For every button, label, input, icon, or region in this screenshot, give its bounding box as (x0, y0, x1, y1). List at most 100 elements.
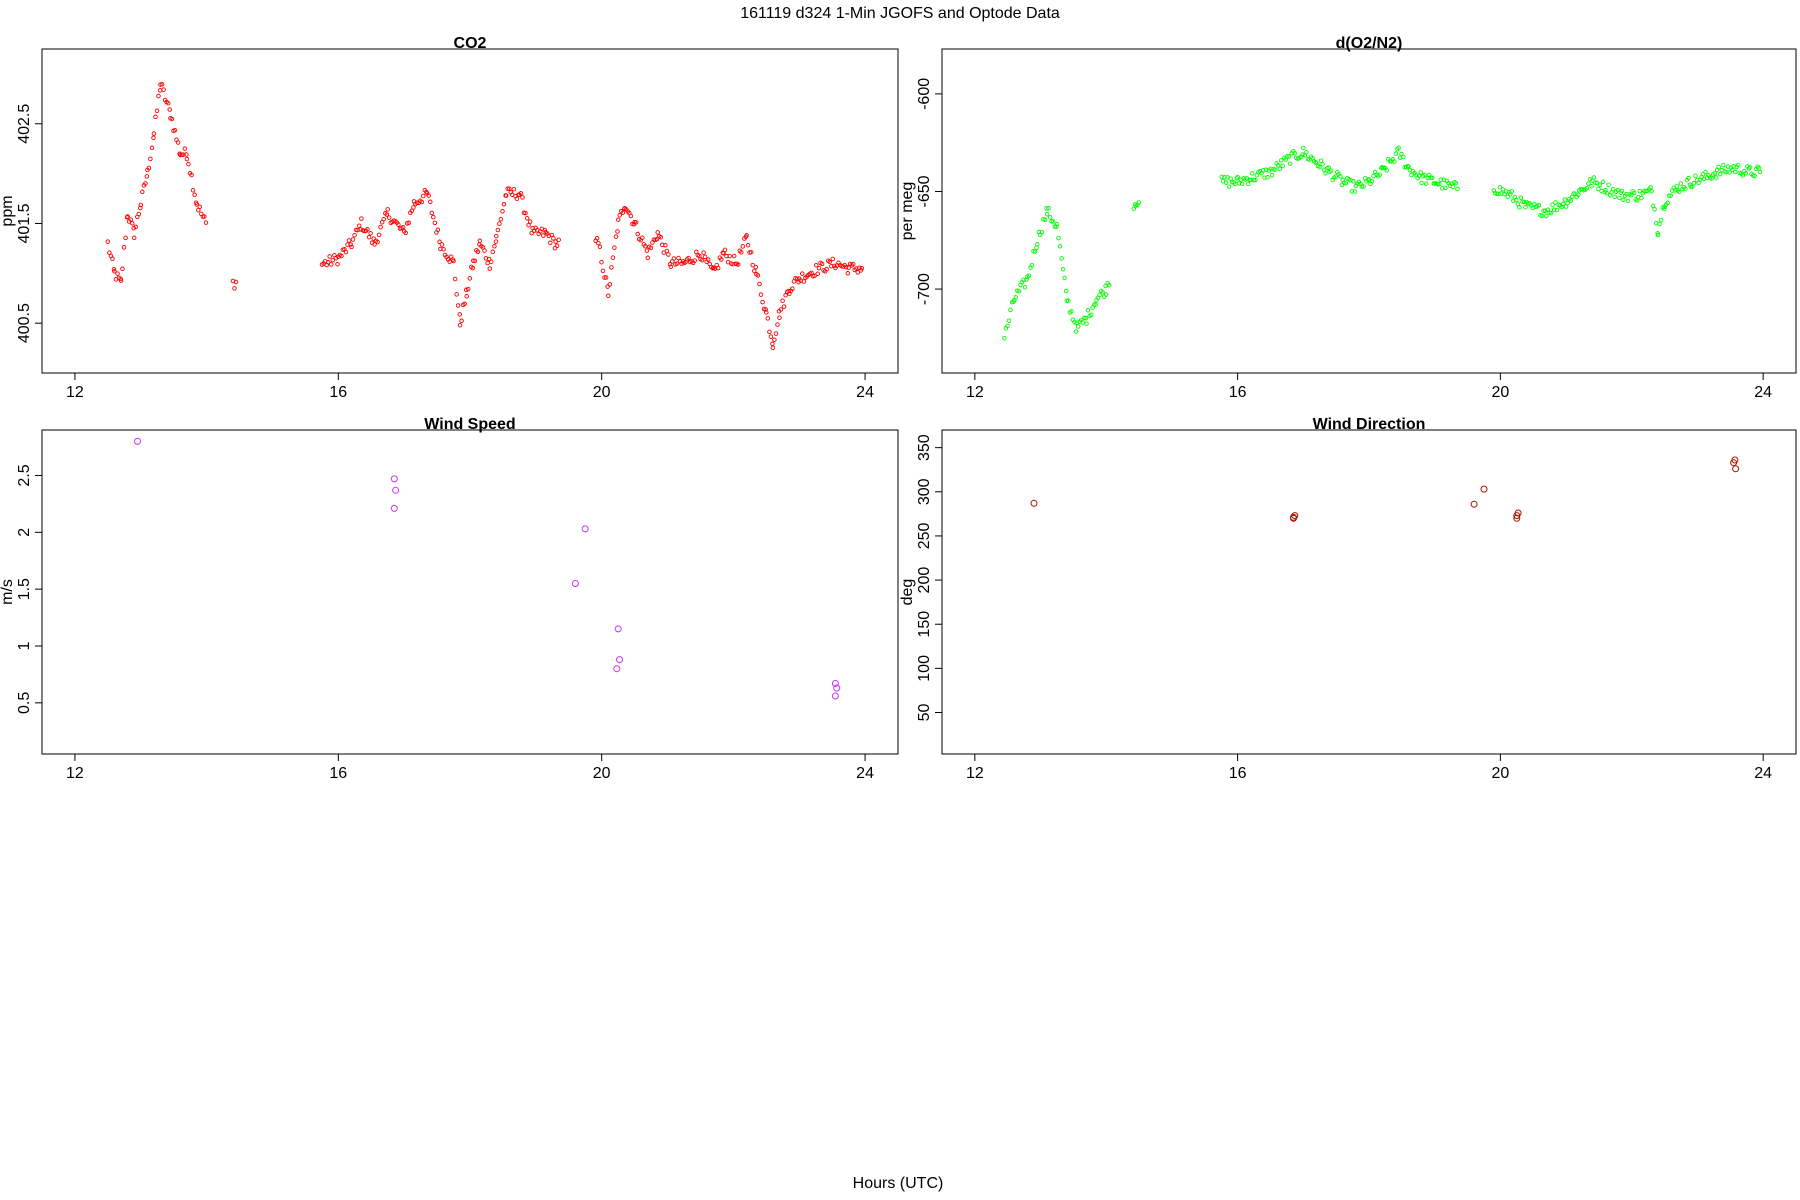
y-tick-label: 2.5 (16, 464, 33, 486)
data-point (529, 230, 534, 236)
data-point (1054, 221, 1060, 227)
data-point (760, 299, 765, 305)
data-point (633, 220, 639, 225)
data-point (1222, 175, 1227, 180)
data-point (812, 273, 817, 278)
data-point (186, 161, 191, 167)
data-point (359, 216, 364, 221)
data-point (606, 293, 611, 299)
data-point (1323, 171, 1328, 176)
x-tick-label: 12 (66, 384, 84, 401)
data-point (1066, 298, 1071, 303)
data-point (111, 267, 117, 272)
data-point (419, 199, 424, 205)
data-point (1422, 172, 1427, 178)
data-point (1054, 224, 1059, 230)
data-point (1285, 154, 1290, 159)
data-point (203, 220, 209, 225)
data-point (859, 266, 865, 271)
data-point (129, 221, 135, 226)
data-point (477, 238, 483, 244)
data-point (1400, 154, 1406, 160)
y-tick-label: 250 (916, 522, 933, 549)
data-point (552, 245, 558, 251)
data-point (1496, 191, 1501, 197)
data-point (1499, 191, 1504, 196)
data-point (1075, 324, 1081, 329)
data-point (1517, 205, 1522, 210)
data-point (1735, 162, 1741, 168)
data-point (1035, 242, 1040, 247)
data-point (1619, 188, 1625, 194)
data-point (1046, 205, 1051, 211)
data-point (1523, 205, 1528, 210)
data-point (149, 145, 155, 151)
data-point (1746, 166, 1752, 171)
y-tick-label: 0.5 (16, 692, 33, 714)
data-point (420, 193, 426, 199)
data-point (1351, 179, 1356, 184)
plot-title: CO2 (454, 35, 487, 52)
x-tick-label: 16 (1229, 765, 1247, 782)
data-point (705, 257, 711, 262)
data-point (1016, 289, 1022, 294)
data-point (1352, 189, 1358, 194)
data-point (858, 268, 864, 273)
data-point (1006, 318, 1012, 323)
x-tick-label: 20 (593, 384, 611, 401)
data-point (358, 227, 363, 232)
data-point (724, 253, 729, 259)
data-point (1700, 171, 1706, 177)
data-point (165, 100, 171, 106)
data-point (154, 108, 160, 114)
data-point (1291, 512, 1299, 520)
data-point (372, 242, 377, 247)
data-point (426, 193, 431, 198)
data-point (1677, 189, 1682, 195)
data-point (1044, 206, 1049, 211)
data-point (1596, 186, 1601, 192)
data-point (831, 692, 839, 700)
y-axis-label: ppm (0, 195, 16, 226)
data-point (1328, 168, 1334, 173)
data-point (612, 245, 617, 250)
data-point (1396, 145, 1401, 150)
data-point (1103, 292, 1109, 297)
data-point (1392, 159, 1397, 164)
data-point (1648, 185, 1653, 190)
data-point (758, 292, 764, 297)
data-point (157, 88, 163, 93)
data-point (1693, 173, 1698, 179)
data-point (144, 174, 150, 179)
data-point (815, 271, 820, 276)
data-point (1008, 307, 1013, 313)
data-point (845, 271, 851, 276)
data-point (518, 191, 524, 196)
data-point (184, 152, 189, 157)
data-point (498, 217, 504, 222)
data-point (463, 287, 469, 293)
data-point (128, 217, 133, 222)
data-point (1562, 197, 1568, 202)
data-point (406, 220, 412, 226)
data-point (349, 244, 354, 250)
data-point (1062, 275, 1067, 281)
data-point (151, 135, 156, 141)
data-point (850, 261, 856, 267)
data-point (556, 237, 561, 242)
data-point (1423, 181, 1429, 186)
data-point (1703, 169, 1708, 175)
data-point (1709, 176, 1714, 181)
data-point (721, 251, 726, 256)
data-point (429, 210, 435, 216)
plot-frame (41, 48, 899, 374)
data-point (1440, 186, 1445, 191)
y-tick-label: -700 (916, 273, 933, 305)
data-point (1637, 188, 1643, 194)
data-point (527, 219, 533, 224)
data-point (200, 214, 206, 219)
y-tick-label: 1.5 (16, 578, 33, 600)
data-point (365, 227, 370, 232)
data-point (385, 207, 390, 212)
